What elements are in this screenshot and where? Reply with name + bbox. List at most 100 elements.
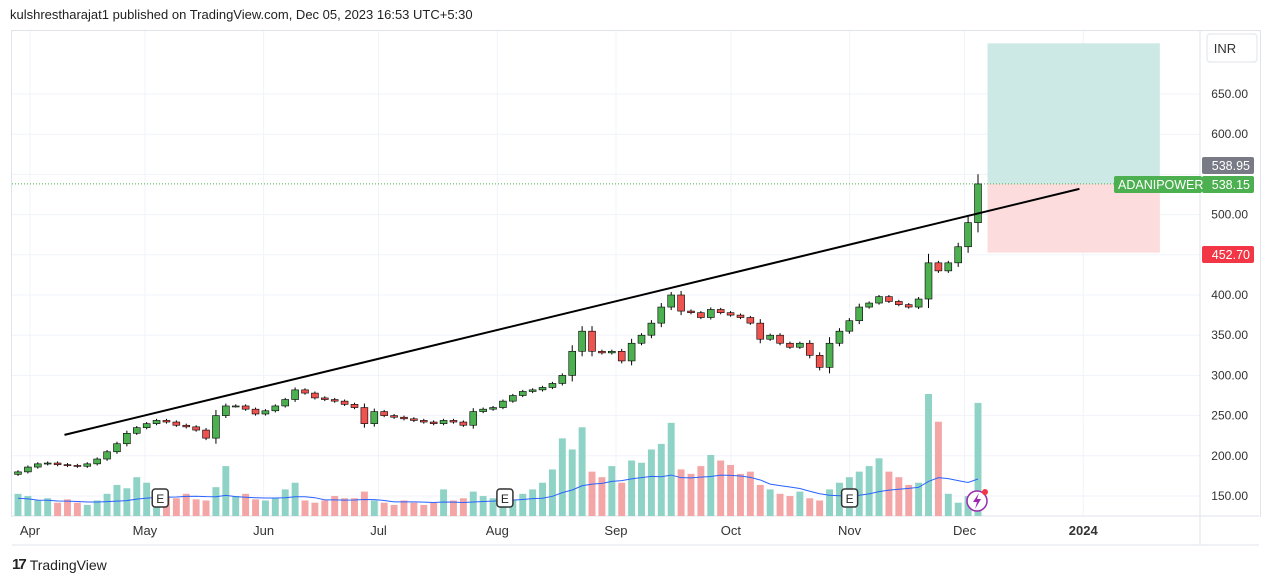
candle [301, 389, 309, 394]
candle [687, 310, 695, 313]
candle [132, 427, 141, 434]
candle [24, 466, 32, 473]
candle [123, 432, 131, 445]
volume-bar [34, 500, 42, 516]
publish-info: kulshrestharajat1 published on TradingVi… [10, 7, 473, 22]
volume-bar [54, 502, 62, 516]
volume-bar [657, 443, 665, 516]
volume-bar [974, 402, 982, 516]
candle [558, 375, 567, 384]
volume-bar [539, 482, 546, 516]
candle [548, 383, 557, 388]
footer-brand: TradingView [29, 556, 107, 573]
candle [677, 294, 685, 312]
candle [83, 463, 92, 467]
volume-bar [143, 482, 151, 516]
candle [222, 405, 230, 416]
earnings-marker[interactable]: E [496, 488, 514, 508]
volume-bar [301, 500, 309, 516]
volume-bar [321, 500, 329, 516]
candle [142, 423, 151, 428]
volume-bar [647, 449, 655, 516]
trendline[interactable] [64, 187, 1080, 436]
candle [34, 463, 42, 468]
volume-bar [697, 466, 705, 516]
candle [489, 407, 497, 410]
candle [311, 392, 319, 399]
volume-bar [192, 499, 200, 516]
volume-bar [420, 504, 428, 516]
volume-bar [360, 491, 368, 516]
candle [509, 395, 517, 402]
volume-bar [390, 504, 398, 516]
volume-bar [677, 469, 685, 516]
earnings-marker[interactable]: E [840, 488, 859, 508]
x-tick-label: Dec [953, 523, 977, 538]
volume-bar [380, 502, 388, 516]
volume-bar [598, 477, 606, 516]
candle [964, 222, 972, 248]
earnings-marker[interactable]: E [151, 488, 169, 508]
volume-bar [776, 493, 784, 516]
chart-area[interactable] [11, 30, 1261, 517]
footer: 17 TradingView [12, 556, 107, 573]
stop-price-label: 452.70 [1212, 248, 1250, 262]
candle [212, 415, 220, 439]
volume-bar [73, 502, 81, 516]
candle [271, 405, 280, 412]
candle [231, 405, 240, 408]
volume-bar [756, 484, 764, 516]
volume-bar [133, 477, 141, 516]
volume-bar [64, 499, 71, 516]
volume-bar [519, 493, 527, 516]
volume-bar [548, 469, 556, 516]
volume-bar [44, 498, 52, 516]
lightning-icon[interactable] [966, 489, 988, 512]
candle [924, 262, 933, 300]
volume-bar [281, 489, 289, 516]
volume-bar [806, 498, 814, 516]
candle [113, 443, 121, 453]
candle [459, 421, 468, 426]
volume-bar [341, 498, 349, 516]
x-tick-label: Apr [20, 523, 41, 538]
candle [281, 399, 289, 407]
candle [73, 465, 82, 467]
y-tick-label: 650.00 [1211, 87, 1248, 101]
candle [479, 408, 487, 412]
symbol-label: ADANIPOWER [1118, 178, 1203, 192]
candle [598, 350, 606, 354]
candle [420, 420, 428, 423]
candle [578, 330, 586, 352]
y-tick-label: 200.00 [1211, 449, 1248, 463]
candle [657, 306, 666, 324]
volume-bar [766, 489, 774, 516]
target-zone[interactable] [987, 43, 1160, 184]
volume-bar [252, 499, 259, 516]
volume-bar [628, 460, 636, 516]
volume-bar [786, 496, 794, 516]
volume-bar [24, 496, 32, 516]
candle [528, 389, 537, 392]
stop-zone[interactable] [987, 183, 1160, 253]
candle [608, 350, 616, 354]
volume-bar [14, 493, 22, 516]
candle [756, 322, 765, 340]
candle [835, 330, 844, 344]
candle [370, 411, 379, 424]
volume-bar [925, 394, 932, 516]
volume-bar [875, 458, 883, 516]
price-chart[interactable]: E E E 150.00 200.00 250.00 300.00 350.00 400.00 5… [0, 0, 1272, 556]
candle [845, 320, 854, 332]
volume-bar [915, 482, 923, 516]
candle [707, 309, 715, 318]
candle [974, 183, 982, 223]
currency-button[interactable]: INR [1206, 33, 1258, 63]
candle [390, 415, 398, 418]
candle [330, 399, 339, 402]
candle [805, 342, 814, 356]
volume-bar [895, 477, 903, 516]
candle [815, 354, 824, 368]
volume-bar [865, 466, 873, 516]
volume-bar [469, 491, 477, 516]
